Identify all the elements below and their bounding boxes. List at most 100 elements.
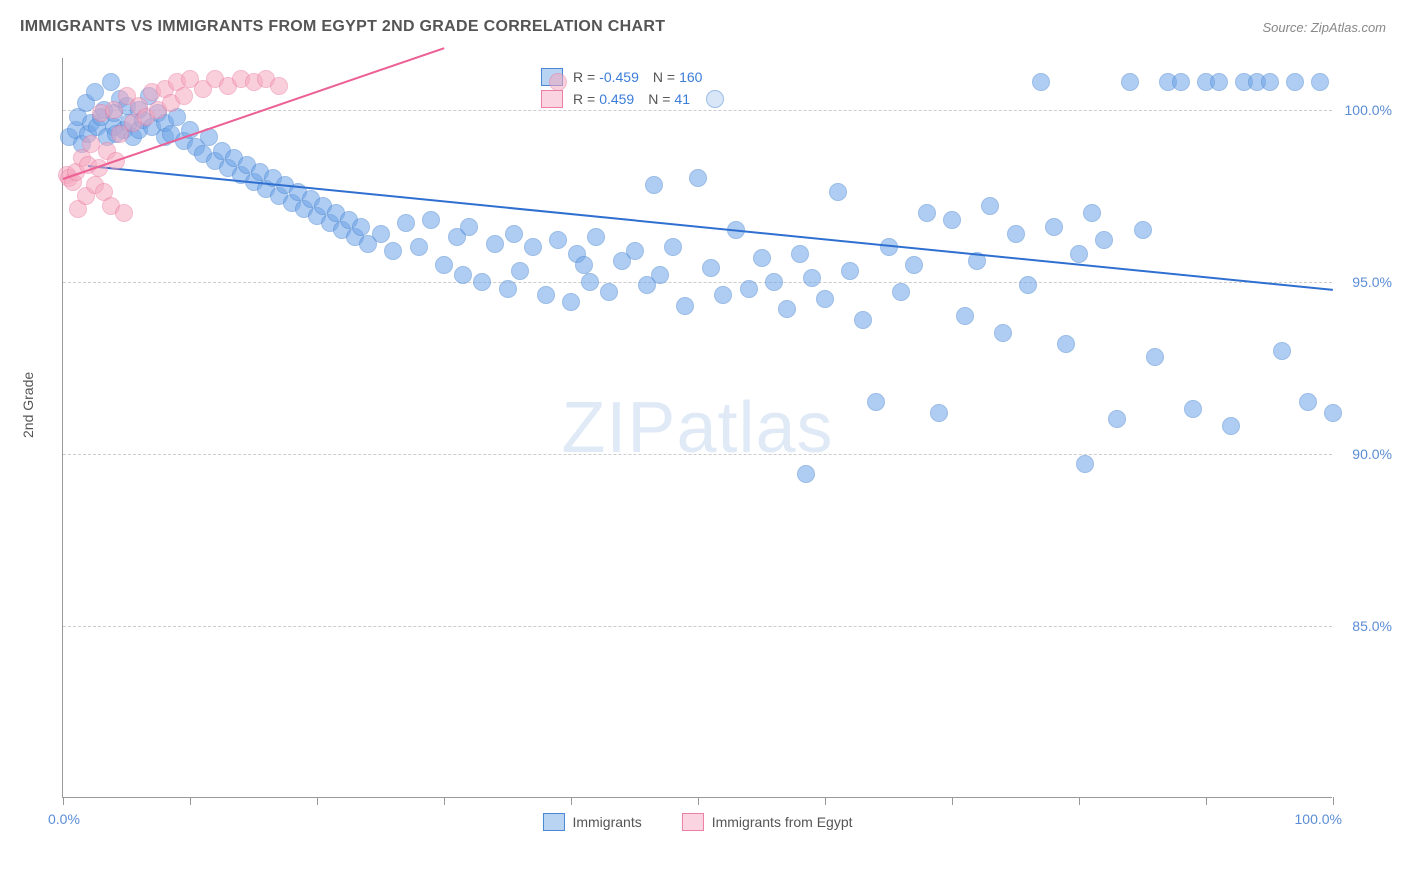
data-point bbox=[1222, 417, 1240, 435]
data-point bbox=[524, 238, 542, 256]
data-point bbox=[1273, 342, 1291, 360]
data-point bbox=[270, 77, 288, 95]
data-point bbox=[1121, 73, 1139, 91]
data-point bbox=[1045, 218, 1063, 236]
gridline-h bbox=[63, 626, 1332, 627]
data-point bbox=[1146, 348, 1164, 366]
data-point bbox=[714, 286, 732, 304]
data-point bbox=[1299, 393, 1317, 411]
x-axis-tick bbox=[1206, 797, 1207, 805]
data-point bbox=[1083, 204, 1101, 222]
x-axis-tick bbox=[1079, 797, 1080, 805]
data-point bbox=[841, 262, 859, 280]
data-point bbox=[1324, 404, 1342, 422]
data-point bbox=[664, 238, 682, 256]
data-point bbox=[397, 214, 415, 232]
data-point bbox=[1134, 221, 1152, 239]
x-axis-tick bbox=[571, 797, 572, 805]
data-point bbox=[1007, 225, 1025, 243]
chart-header: IMMIGRANTS VS IMMIGRANTS FROM EGYPT 2ND … bbox=[20, 18, 1386, 36]
legend-trailing-marker bbox=[706, 90, 724, 108]
data-point bbox=[473, 273, 491, 291]
legend-series-label: Immigrants from Egypt bbox=[712, 814, 853, 830]
data-point bbox=[651, 266, 669, 284]
data-point bbox=[499, 280, 517, 298]
data-point bbox=[454, 266, 472, 284]
data-point bbox=[797, 465, 815, 483]
x-axis-tick bbox=[698, 797, 699, 805]
data-point bbox=[854, 311, 872, 329]
legend-series-item: Immigrants from Egypt bbox=[682, 813, 853, 831]
data-point bbox=[460, 218, 478, 236]
data-point bbox=[82, 135, 100, 153]
data-point bbox=[702, 259, 720, 277]
data-point bbox=[1210, 73, 1228, 91]
data-point bbox=[1057, 335, 1075, 353]
data-point bbox=[352, 218, 370, 236]
source-label: Source: ZipAtlas.com bbox=[1262, 20, 1386, 35]
x-axis-tick bbox=[317, 797, 318, 805]
data-point bbox=[943, 211, 961, 229]
x-axis-tick bbox=[1333, 797, 1334, 805]
data-point bbox=[803, 269, 821, 287]
data-point bbox=[384, 242, 402, 260]
y-axis-tick-label: 95.0% bbox=[1352, 274, 1392, 290]
data-point bbox=[435, 256, 453, 274]
legend-correlation-row: R =-0.459N =160 bbox=[541, 66, 724, 88]
watermark: ZIPatlas bbox=[561, 387, 833, 469]
data-point bbox=[549, 73, 567, 91]
data-point bbox=[1286, 73, 1304, 91]
data-point bbox=[175, 87, 193, 105]
data-point bbox=[626, 242, 644, 260]
data-point bbox=[867, 393, 885, 411]
data-point bbox=[1019, 276, 1037, 294]
y-axis-title: 2nd Grade bbox=[20, 372, 36, 438]
data-point bbox=[587, 228, 605, 246]
data-point bbox=[102, 73, 120, 91]
data-point bbox=[1311, 73, 1329, 91]
data-point bbox=[645, 176, 663, 194]
legend-series-item: Immigrants bbox=[542, 813, 641, 831]
gridline-h bbox=[63, 110, 1332, 111]
x-axis-tick bbox=[952, 797, 953, 805]
legend-correlation-row: R =0.459N =41 bbox=[541, 88, 724, 110]
legend-correlation-text: R =-0.459N =160 bbox=[573, 69, 702, 85]
x-axis-min-label: 0.0% bbox=[48, 811, 80, 827]
data-point bbox=[1095, 231, 1113, 249]
data-point bbox=[918, 204, 936, 222]
data-point bbox=[740, 280, 758, 298]
data-point bbox=[86, 83, 104, 101]
data-point bbox=[511, 262, 529, 280]
data-point bbox=[816, 290, 834, 308]
x-axis-max-label: 100.0% bbox=[1295, 811, 1342, 827]
data-point bbox=[575, 256, 593, 274]
data-point bbox=[562, 293, 580, 311]
data-point bbox=[422, 211, 440, 229]
data-point bbox=[791, 245, 809, 263]
chart-plot-area: ZIPatlas R =-0.459N =160R =0.459N =41 0.… bbox=[62, 58, 1332, 798]
data-point bbox=[994, 324, 1012, 342]
chart-title: IMMIGRANTS VS IMMIGRANTS FROM EGYPT 2ND … bbox=[20, 18, 665, 36]
data-point bbox=[1172, 73, 1190, 91]
x-axis-tick bbox=[825, 797, 826, 805]
data-point bbox=[981, 197, 999, 215]
x-axis-tick bbox=[190, 797, 191, 805]
data-point bbox=[1108, 410, 1126, 428]
data-point bbox=[372, 225, 390, 243]
data-point bbox=[905, 256, 923, 274]
legend-swatch bbox=[541, 90, 563, 108]
data-point bbox=[537, 286, 555, 304]
data-point bbox=[956, 307, 974, 325]
legend-correlation-text: R =0.459N =41 bbox=[573, 91, 690, 107]
data-point bbox=[505, 225, 523, 243]
data-point bbox=[689, 169, 707, 187]
legend-series: Immigrants Immigrants from Egypt bbox=[542, 813, 852, 831]
legend-swatch bbox=[542, 813, 564, 831]
data-point bbox=[930, 404, 948, 422]
data-point bbox=[1070, 245, 1088, 263]
data-point bbox=[105, 101, 123, 119]
data-point bbox=[1032, 73, 1050, 91]
data-point bbox=[778, 300, 796, 318]
x-axis-tick bbox=[63, 797, 64, 805]
y-axis-tick-label: 100.0% bbox=[1345, 102, 1392, 118]
